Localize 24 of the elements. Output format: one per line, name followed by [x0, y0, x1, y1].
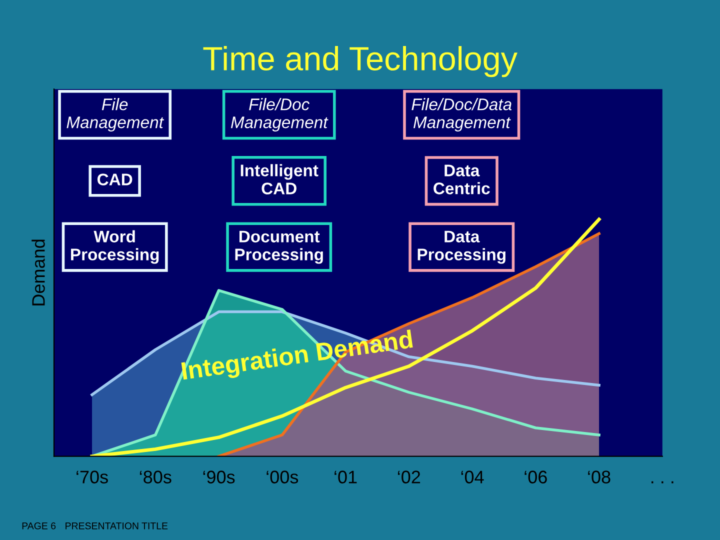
x-tick-label: ‘04 — [461, 470, 484, 484]
text: PAGE 6 — [22, 522, 56, 530]
annotation: Word Processing — [71, 230, 159, 264]
text: CAD — [97, 174, 132, 186]
text: PRESENTATION TITLE — [66, 522, 168, 530]
text: File/Doc/Data Management — [412, 98, 512, 132]
x-tick-label: ‘80s — [140, 470, 172, 484]
x-tick-label: ‘08 — [588, 470, 610, 484]
text: Intelligent CAD — [240, 164, 318, 194]
text: Integration Demand — [181, 329, 414, 385]
x-tick-label: ‘70s — [76, 470, 108, 484]
chart-title: Time and Technology — [203, 46, 518, 78]
x-tick-label: ‘02 — [398, 470, 420, 484]
annotation: Data Processing — [418, 230, 506, 264]
x-tick-label: ‘00s — [266, 470, 298, 484]
y-axis-title: Demand — [32, 240, 45, 306]
text: File/Doc Management — [230, 98, 328, 132]
text: Data Centric — [434, 164, 490, 194]
x-tick-label: ‘06 — [524, 470, 547, 484]
x-tick-label: ‘01 — [334, 470, 357, 484]
x-tick-label: ‘90s — [203, 470, 235, 484]
text: File Management — [66, 98, 164, 132]
x-tick-label: . . . — [652, 481, 674, 484]
annotation: Document Processing — [235, 230, 323, 264]
